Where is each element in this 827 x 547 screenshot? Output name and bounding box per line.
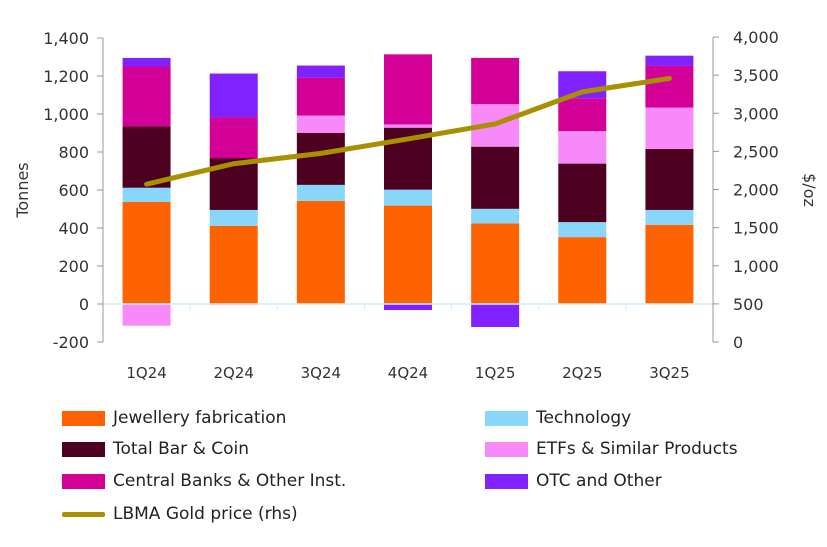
bar-segment [384, 54, 432, 125]
bar-segment [558, 131, 607, 164]
legend-item: ETFs & Similar Products [485, 439, 738, 459]
x-tick-label: 1Q24 [126, 364, 166, 382]
bar-segment [645, 107, 694, 149]
x-tick-label: 3Q24 [301, 364, 341, 382]
bar-segment [558, 163, 607, 223]
x-tick-label: 2Q25 [562, 364, 602, 382]
legend-label: LBMA Gold price (rhs) [113, 504, 298, 524]
y-tick-label: 800 [58, 143, 89, 162]
legend-item: Total Bar & Coin [62, 439, 249, 459]
y2-tick-label: 1,500 [733, 219, 779, 238]
bar-segment [558, 222, 607, 238]
bar-segment [122, 57, 171, 67]
bar-segment [471, 146, 520, 209]
y2-tick-label: 2,000 [733, 181, 779, 200]
bar-segment [296, 133, 345, 185]
legend-item-line: LBMA Gold price (rhs) [62, 504, 298, 524]
legend-item: Jewellery fabrication [62, 408, 286, 428]
bar-segment [558, 237, 607, 304]
x-tick-label: 2Q24 [213, 364, 253, 382]
bar-segment [209, 209, 258, 226]
bar-segment [209, 73, 258, 118]
x-tick-label: 1Q25 [475, 364, 515, 382]
legend-swatch [485, 473, 528, 489]
bar-segment [296, 200, 345, 304]
legend-label: Technology [536, 408, 632, 428]
y-tick-label: 1,200 [43, 67, 89, 86]
legend-item: Central Banks & Other Inst. [62, 471, 346, 491]
bar-segment [122, 66, 171, 127]
bar-segment [296, 184, 345, 201]
bar-segment [122, 201, 171, 304]
bar-segment [558, 98, 607, 132]
bar-segment [471, 208, 520, 224]
y2-tick-label: 3,000 [733, 104, 779, 123]
bar-segment [471, 57, 520, 105]
bar-segment [122, 187, 171, 202]
y2-tick-label: 3,500 [733, 66, 779, 85]
y-tick-label: 600 [58, 181, 89, 200]
legend-label: OTC and Other [536, 471, 662, 491]
bar-segment [209, 225, 258, 304]
bar-segment [122, 126, 171, 188]
gold-price-line [144, 75, 672, 187]
legend-swatch [485, 410, 528, 426]
bar-segment [384, 124, 432, 128]
bar-segment [209, 117, 258, 159]
bar-segment [645, 224, 694, 304]
bar-segment [122, 304, 171, 326]
y2-tick-label: 2,500 [733, 142, 779, 161]
y-tick-label: 400 [58, 219, 89, 238]
bar-segment [384, 205, 432, 304]
bar-segment [645, 209, 694, 225]
legend-line-swatch [62, 511, 105, 517]
y2-axis-title: $/oz [800, 173, 819, 207]
bar-segment [384, 304, 432, 311]
legend-label: Central Banks & Other Inst. [113, 471, 347, 491]
legend-swatch [62, 441, 105, 457]
y-tick-label: 1,400 [43, 29, 89, 48]
bar-segment [384, 189, 432, 206]
bar-segment [645, 148, 694, 210]
bar-segment [471, 223, 520, 304]
legend-item: OTC and Other [485, 471, 662, 491]
legend-swatch [62, 473, 105, 489]
y2-tick-label: 4,000 [733, 28, 779, 47]
legend-label: Total Bar & Coin [113, 439, 250, 459]
bar-segment [296, 65, 345, 78]
y-tick-label: 1,000 [43, 105, 89, 124]
legend-label: Jewellery fabrication [113, 408, 287, 428]
chart-plot: 1Q24 2Q24 3Q24 4Q24 1Q25 2Q25 3Q25 -200 0 200 400 6… [13, 28, 819, 382]
y-tick-label: 0 [79, 295, 89, 314]
y2-tick-label: 1,000 [733, 257, 779, 276]
bar-segment [645, 65, 694, 108]
bar-segment [645, 55, 694, 66]
y2-tick-label: 500 [733, 295, 764, 314]
bar-segment [471, 304, 520, 327]
legend-item: Technology [485, 408, 631, 428]
y2-tick-label: 0 [733, 333, 743, 352]
x-tick-label: 4Q24 [388, 364, 428, 382]
bar-segment [296, 115, 345, 133]
y-tick-label: -200 [53, 333, 89, 352]
legend-swatch [62, 410, 105, 426]
legend-swatch [485, 441, 528, 457]
legend-label: ETFs & Similar Products [536, 439, 738, 459]
bar-segment [296, 77, 345, 116]
y-axis-title: Tonnes [13, 162, 32, 218]
x-tick-label: 3Q25 [649, 364, 689, 382]
y-tick-label: 200 [58, 257, 89, 276]
